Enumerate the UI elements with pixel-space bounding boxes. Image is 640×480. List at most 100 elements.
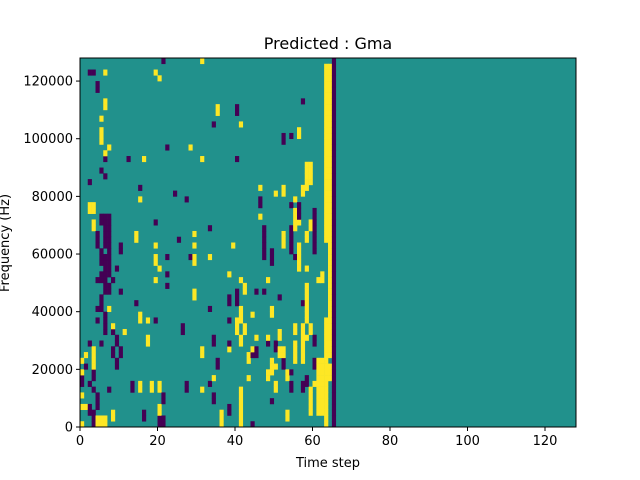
heatmap-cell [328, 98, 333, 105]
heatmap-cell [95, 86, 100, 93]
heatmap-cell [262, 254, 267, 261]
heatmap-cell [328, 109, 333, 116]
heatmap-cell [331, 352, 337, 359]
heatmap-cell [145, 340, 151, 347]
heatmap-cell [293, 352, 298, 359]
heatmap-cell [262, 248, 267, 255]
heatmap-cell [328, 127, 333, 134]
heatmap-cell [293, 357, 298, 364]
heatmap-cell [285, 409, 290, 416]
heatmap-cell [331, 207, 337, 214]
heatmap-cell [99, 115, 104, 122]
heatmap-cell [293, 340, 298, 347]
y-axis: 0 20000 40000 60000 80000 100000 120000 [23, 75, 80, 436]
heatmap-cell [254, 346, 259, 353]
heatmap-cell [293, 323, 298, 330]
heatmap-cell [83, 363, 89, 370]
heatmap-cell [235, 104, 240, 111]
heatmap-cell [87, 69, 92, 76]
heatmap-cell [184, 196, 189, 203]
heatmap-cell [227, 340, 232, 347]
heatmap-cell [297, 132, 302, 140]
heatmap-cell [324, 207, 329, 214]
heatmap-cell [91, 363, 96, 370]
heatmap-cell [331, 225, 337, 232]
heatmap-cell [293, 207, 298, 214]
heatmap-cell [328, 167, 333, 174]
heatmap-cell [165, 144, 170, 151]
heatmap-cell [103, 328, 108, 336]
heatmap-cell [215, 363, 220, 370]
heatmap-cell [331, 254, 337, 261]
heatmap-cell [99, 213, 104, 220]
heatmap-cell [312, 213, 317, 220]
heatmap-cell [192, 294, 197, 301]
heatmap-cell [107, 259, 112, 266]
heatmap-cell [328, 156, 333, 163]
heatmap-cell [324, 317, 329, 324]
heatmap-cell [149, 380, 154, 387]
heatmap-cell [111, 346, 116, 353]
heatmap-cell [103, 277, 108, 284]
heatmap-cell [300, 323, 306, 330]
heatmap-cell [324, 104, 329, 111]
heatmap-cell [312, 236, 317, 243]
heatmap-cell [331, 75, 337, 82]
heatmap-cell [328, 334, 333, 341]
heatmap-cell [308, 167, 313, 174]
heatmap-cell [300, 346, 306, 353]
heatmap-cell [91, 219, 96, 226]
heatmap-cell [304, 294, 309, 301]
heatmap-cell [95, 403, 100, 411]
heatmap-cell [324, 346, 329, 353]
heatmap-cell [207, 380, 213, 387]
heatmap-cell [227, 346, 232, 353]
heatmap-cell [246, 375, 251, 382]
heatmap-cell [331, 363, 337, 370]
heatmap-cell [328, 69, 333, 76]
heatmap-cell [320, 380, 325, 387]
x-tick-label: 80 [382, 434, 399, 449]
heatmap-cell [281, 184, 286, 191]
heatmap-cell [328, 75, 333, 82]
heatmap-cell [289, 202, 294, 209]
heatmap-cell [328, 311, 333, 318]
heatmap-cell [320, 357, 325, 364]
heatmap-cell [153, 69, 158, 76]
heatmap-cell [99, 132, 104, 140]
heatmap-cell [80, 357, 85, 364]
heatmap-cell [107, 386, 112, 393]
heatmap-cell [207, 254, 213, 261]
heatmap-cell [219, 409, 224, 416]
heatmap-cell [328, 179, 333, 186]
heatmap-cell [324, 340, 329, 347]
heatmap-cell [308, 403, 313, 411]
heatmap-cell [266, 334, 271, 341]
heatmap-cell [308, 173, 313, 180]
heatmap-cell [130, 380, 135, 387]
heatmap-cell [138, 380, 143, 387]
heatmap-cell [297, 127, 302, 134]
x-tick-label: 100 [455, 434, 480, 449]
heatmap-cell [83, 352, 89, 359]
heatmap-cell [331, 277, 337, 284]
heatmap-cell [118, 352, 123, 359]
heatmap-cell [99, 127, 104, 134]
heatmap-cell [308, 219, 313, 226]
heatmap-cell [324, 409, 329, 416]
heatmap-cell [293, 346, 298, 353]
heatmap-cell [300, 386, 306, 393]
heatmap-cell [80, 421, 85, 428]
heatmap-cell [99, 248, 104, 255]
heatmap-cell [184, 380, 189, 387]
heatmap-cell [103, 225, 108, 232]
y-tick-label: 120000 [23, 75, 73, 90]
heatmap-cell [331, 421, 337, 428]
heatmap-cell [161, 58, 166, 65]
heatmap-cell [328, 242, 333, 249]
heatmap-cell [328, 230, 333, 238]
y-tick-label: 80000 [32, 190, 73, 205]
heatmap-cell [138, 196, 143, 203]
heatmap-cell [103, 213, 108, 220]
